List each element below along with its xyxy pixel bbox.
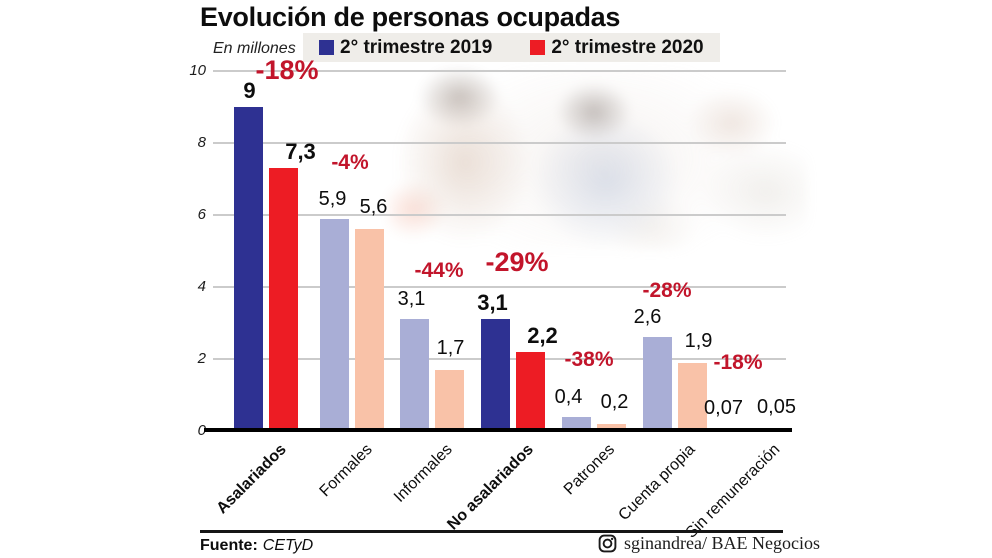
y-tick-label-8: 8 [197,134,206,151]
pct-change-label-asalariados: -18% [255,55,319,85]
bar-2020-patrones [597,424,626,431]
y-tick-label-2: 2 [197,350,206,367]
x-axis-label-informales: Informales [391,441,457,506]
value-label-2020-formales: 5,6 [359,196,388,218]
y-tick-label-4: 4 [197,278,206,295]
value-label-2019-formales: 5,9 [318,188,347,210]
credit-text: sginandrea/ BAE Negocios [624,533,820,553]
legend-swatch-2019-icon [319,40,334,55]
value-label-2019-asalariados: 9 [243,78,256,103]
bar-2020-formales [355,229,384,431]
value-label-2019-no-asalariados: 3,1 [477,290,508,315]
x-axis-baseline [204,428,792,432]
footer-divider [200,530,783,533]
value-label-2020-asalariados: 7,3 [285,139,316,164]
pct-change-label-informales: -44% [414,259,464,282]
legend-label-2020: 2° trimestre 2020 [551,36,704,58]
y-tick-label-0: 0 [197,422,206,439]
legend-label-2019: 2° trimestre 2019 [340,36,493,58]
x-axis-label-patrones: Patrones [560,441,619,499]
value-label-2020-no-asalariados: 2,2 [527,323,558,348]
x-axis-label-cuenta-propia: Cuenta propia [615,441,700,525]
units-label: En millones [213,40,296,57]
value-label-2019-sin-remuneracion: 0,07 [704,397,743,419]
bar-2019-formales [320,219,349,431]
bar-2019-patrones [562,417,591,431]
bar-2019-informales [400,319,429,431]
value-label-2020-patrones: 0,2 [600,391,629,413]
value-label-2020-sin-remuneracion: 0,05 [757,396,796,418]
bar-2020-informales [435,370,464,431]
source-credit: Fuente: CETyD [200,537,313,555]
x-axis-label-sin-remuneracion: Sin remuneración [682,441,784,542]
author-credit: sginandrea/ BAE Negocios [598,533,820,554]
y-tick-label-6: 6 [197,206,206,223]
pct-change-label-patrones: -38% [564,348,614,371]
x-axis-label-formales: Formales [316,441,377,501]
bar-2019-no-asalariados [481,319,510,431]
grid-line-6 [213,214,786,216]
x-axis-label-no-asalariados: No asalariados [444,441,538,534]
value-label-2019-cuenta-propia: 2,6 [633,306,662,328]
pct-change-label-cuenta-propia: -28% [642,279,692,302]
legend-item-2020: 2° trimestre 2020 [530,36,704,59]
bar-2020-asalariados [269,168,298,431]
instagram-icon [598,534,617,553]
bar-2019-asalariados [234,107,263,431]
grid-line-4 [213,286,786,288]
value-label-2020-informales: 1,7 [436,337,465,359]
pct-change-label-no-asalariados: -29% [485,247,549,277]
background-photo [388,68,808,250]
y-tick-label-10: 10 [189,62,206,79]
bar-2020-no-asalariados [516,352,545,431]
legend-item-2019: 2° trimestre 2019 [319,37,492,59]
bar-2019-cuenta-propia [643,337,672,431]
legend-swatch-2020-icon [530,40,546,55]
source-name: CETyD [262,537,314,554]
bar-2020-cuenta-propia [678,363,707,431]
grid-line-8 [213,142,786,144]
chart-title: Evolución de personas ocupadas [200,2,621,32]
source-label: Fuente: [200,537,258,554]
value-label-2020-cuenta-propia: 1,9 [684,330,713,352]
value-label-2019-patrones: 0,4 [554,386,583,408]
x-axis-label-asalariados: Asalariados [213,441,291,518]
grid-line-10 [213,70,786,72]
legend: 2° trimestre 2019 2° trimestre 2020 [303,33,720,62]
value-label-2019-informales: 3,1 [397,288,426,310]
pct-change-label-sin-remuneracion: -18% [713,351,763,374]
pct-change-label-formales: -4% [331,151,369,174]
